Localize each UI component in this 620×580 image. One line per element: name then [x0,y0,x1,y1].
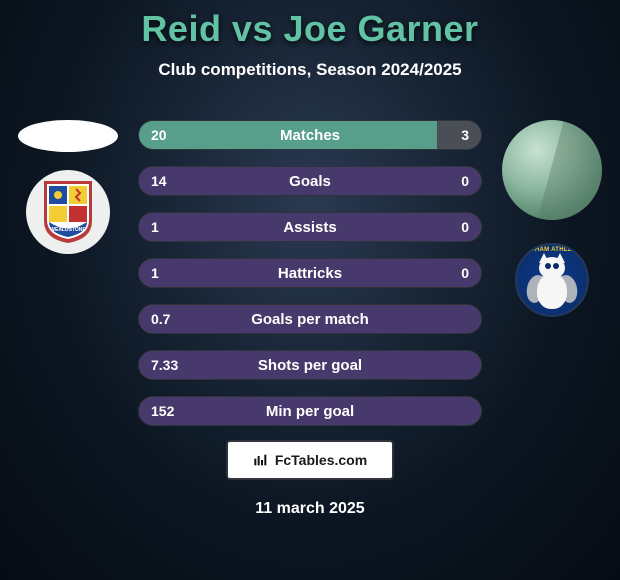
right-club-crest-text: OLDHAM ATHLETIC [517,247,587,253]
page-subtitle: Club competitions, Season 2024/2025 [0,60,620,80]
stat-right-value: 0 [449,213,481,241]
stat-right-value: 3 [449,121,481,149]
page-title: Reid vs Joe Garner [0,0,620,50]
stat-bar: 7.33Shots per goal [138,350,482,380]
stat-label: Matches [139,127,481,144]
stat-label: Goals per match [139,311,481,328]
stat-right-value: 0 [449,259,481,287]
stat-label: Min per goal [139,403,481,420]
site-badge-label: FcTables.com [275,452,367,468]
stat-label: Hattricks [139,265,481,282]
left-player-avatar [18,120,118,152]
date-label: 11 march 2025 [0,500,620,518]
stat-label: Shots per goal [139,357,481,374]
stat-label: Goals [139,173,481,190]
stats-bars: 20Matches3 14Goals0 1Assists0 1Hattricks0 0.… [138,120,482,426]
right-club-badge: OLDHAM ATHLETIC [510,238,594,322]
left-player-column: WEALDSTONE [18,120,118,254]
right-club-crest-icon: OLDHAM ATHLETIC [515,243,589,317]
site-badge[interactable]: FcTables.com [226,440,394,480]
stat-right-value: 0 [449,167,481,195]
left-club-badge: WEALDSTONE [26,170,110,254]
stat-bar: 152Min per goal [138,396,482,426]
chart-icon [253,452,269,468]
stat-bar: 0.7Goals per match [138,304,482,334]
stat-bar: 20Matches3 [138,120,482,150]
stat-label: Assists [139,219,481,236]
right-player-avatar [502,120,602,220]
stat-bar: 1Assists0 [138,212,482,242]
stat-bar: 14Goals0 [138,166,482,196]
svg-text:WEALDSTONE: WEALDSTONE [50,227,86,233]
left-club-crest-icon: WEALDSTONE [40,179,96,245]
right-player-column: OLDHAM ATHLETIC [502,120,602,322]
stat-bar: 1Hattricks0 [138,258,482,288]
